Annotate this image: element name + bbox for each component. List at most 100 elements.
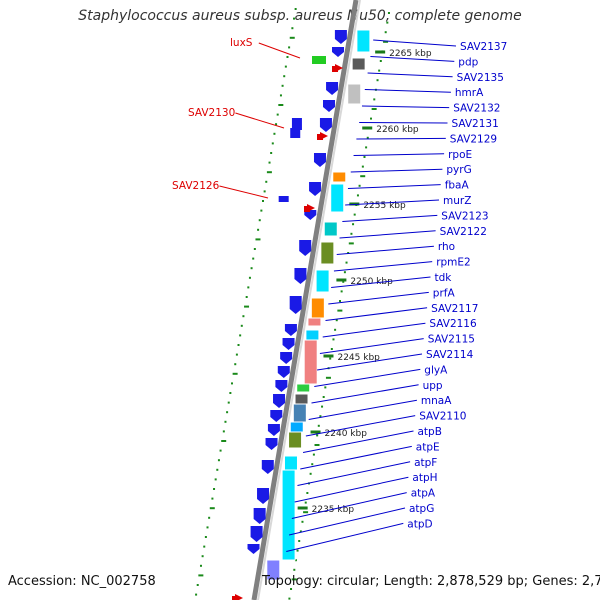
- gene-block-forward: [351, 57, 366, 71]
- gene-block-forward: [266, 559, 281, 581]
- gene-block-forward: [296, 383, 311, 393]
- gene-arrow-reverse: [332, 47, 345, 57]
- red-marker-icon: [317, 132, 328, 140]
- gc-dot-inner-left: [227, 401, 230, 404]
- gc-dot-right: [353, 213, 356, 216]
- leader-line: [342, 214, 438, 222]
- gc-dot-right: [322, 396, 325, 398]
- gc-dot-inner-left: [217, 459, 220, 462]
- scale-label: 2255 kbp: [363, 201, 406, 211]
- gene-arrow-reverse: [294, 268, 307, 284]
- gc-dot-right: [291, 578, 297, 581]
- gene-arrow-reverse: [313, 153, 326, 167]
- gc-dot-inner-left: [266, 171, 272, 174]
- gc-dot-right: [329, 357, 332, 360]
- scale-label: 2250 kbp: [350, 277, 393, 287]
- gc-dot-inner-left: [257, 228, 260, 231]
- gene-label-SAV2116: SAV2116: [429, 318, 477, 330]
- gene-label-SAV2122: SAV2122: [440, 226, 487, 238]
- accession-label: Accession: NC_002758: [8, 574, 156, 589]
- gc-dot-inner-left: [242, 315, 245, 318]
- gc-dot-right: [339, 300, 341, 302]
- gene-block-forward: [320, 241, 335, 265]
- gc-dot-inner-left: [258, 219, 261, 222]
- gc-dot-inner-left: [262, 200, 264, 202]
- leader-line: [291, 492, 407, 519]
- gc-dot-inner-left: [204, 536, 207, 538]
- gc-dot-right: [312, 453, 315, 456]
- leader-line-red: [258, 42, 301, 59]
- leader-line: [339, 230, 436, 239]
- gc-dot-inner-left: [291, 27, 294, 30]
- gene-block-forward: [356, 29, 371, 53]
- gc-dot-inner-left: [252, 257, 255, 260]
- gc-dot-right: [301, 520, 304, 523]
- gc-dot-right: [321, 405, 324, 408]
- gc-dot-right: [379, 60, 382, 62]
- scale-label: 2265 kbp: [389, 49, 432, 59]
- gc-dot-inner-left: [229, 392, 232, 394]
- gene-arrow-reverse: [289, 296, 302, 314]
- leader-line: [305, 415, 416, 437]
- gene-label-SAV2114: SAV2114: [426, 349, 474, 361]
- gc-dot-inner-left: [240, 324, 243, 327]
- gc-dot-right: [330, 348, 333, 350]
- gene-arrow-reverse: [253, 508, 266, 524]
- gc-dot-right: [324, 386, 327, 389]
- gene-block-forward: [283, 455, 298, 471]
- gc-dot-inner-left: [260, 209, 263, 212]
- leader-line: [361, 105, 450, 109]
- gc-dot-right: [378, 69, 381, 72]
- gc-dot-inner-left: [268, 161, 271, 164]
- gene-block-forward: [332, 171, 347, 183]
- gc-dot-inner-left: [294, 8, 297, 10]
- gc-dot-right: [303, 511, 309, 514]
- red-marker-icon: [332, 64, 343, 72]
- gc-dot-inner-left: [198, 574, 204, 577]
- gene-label-SAV2130: SAV2130: [188, 107, 235, 119]
- backbone-line: [251, 0, 359, 600]
- leader-line: [328, 291, 429, 305]
- gene-label-SAV2117: SAV2117: [431, 303, 478, 315]
- gc-dot-inner-left: [195, 593, 198, 596]
- gc-dot-inner-left: [281, 84, 284, 87]
- leader-line: [300, 445, 412, 470]
- map-title: Staphylococcus aureus subsp. aureus Mu50…: [78, 8, 522, 24]
- gene-labels: SAV2137 pdp SAV2135 hmrA SAV2132 SAV2131 SAV21…: [172, 37, 507, 530]
- gene-block-forward: [288, 431, 303, 449]
- gc-dot-right: [383, 40, 389, 43]
- gc-dot-inner-left: [230, 382, 233, 385]
- gc-dot-inner-left: [283, 75, 286, 78]
- gene-label-atpF: atpF: [414, 457, 437, 469]
- gc-dot-right: [311, 463, 314, 466]
- gene-arrow-reverse: [257, 488, 270, 504]
- gene-block-forward: [281, 469, 296, 561]
- gc-dot-right: [348, 242, 354, 245]
- leader-line: [353, 153, 445, 156]
- leader-line: [319, 338, 424, 354]
- gc-dot-inner-left: [203, 545, 206, 548]
- gene-label-SAV2131: SAV2131: [452, 118, 499, 130]
- leader-line: [364, 89, 451, 93]
- gc-dot-inner-left: [255, 238, 261, 241]
- gc-dot-right: [288, 597, 291, 600]
- gene-arrow-reverse: [304, 210, 317, 220]
- gc-dot-inner-left: [273, 132, 276, 135]
- leader-line: [286, 522, 404, 552]
- gc-dot-right: [363, 156, 366, 158]
- leader-line: [333, 261, 433, 272]
- gene-block-forward: [307, 317, 322, 327]
- gc-dot-inner-left: [208, 516, 211, 519]
- gc-dot-right: [334, 328, 337, 331]
- leader-line: [308, 399, 417, 420]
- gene-label-SAV2123: SAV2123: [441, 210, 488, 222]
- gene-block-forward: [305, 329, 320, 341]
- gene-label-tdk: tdk: [435, 272, 453, 284]
- gc-dot-inner-left: [271, 142, 274, 145]
- gene-arrow-reverse: [277, 366, 290, 378]
- gene-label-atpA: atpA: [411, 488, 436, 500]
- gene-label-atpB: atpB: [418, 426, 442, 438]
- gene-arrow-reverse: [265, 438, 278, 450]
- gc-dot-right: [306, 492, 309, 494]
- gene-track: [232, 29, 371, 600]
